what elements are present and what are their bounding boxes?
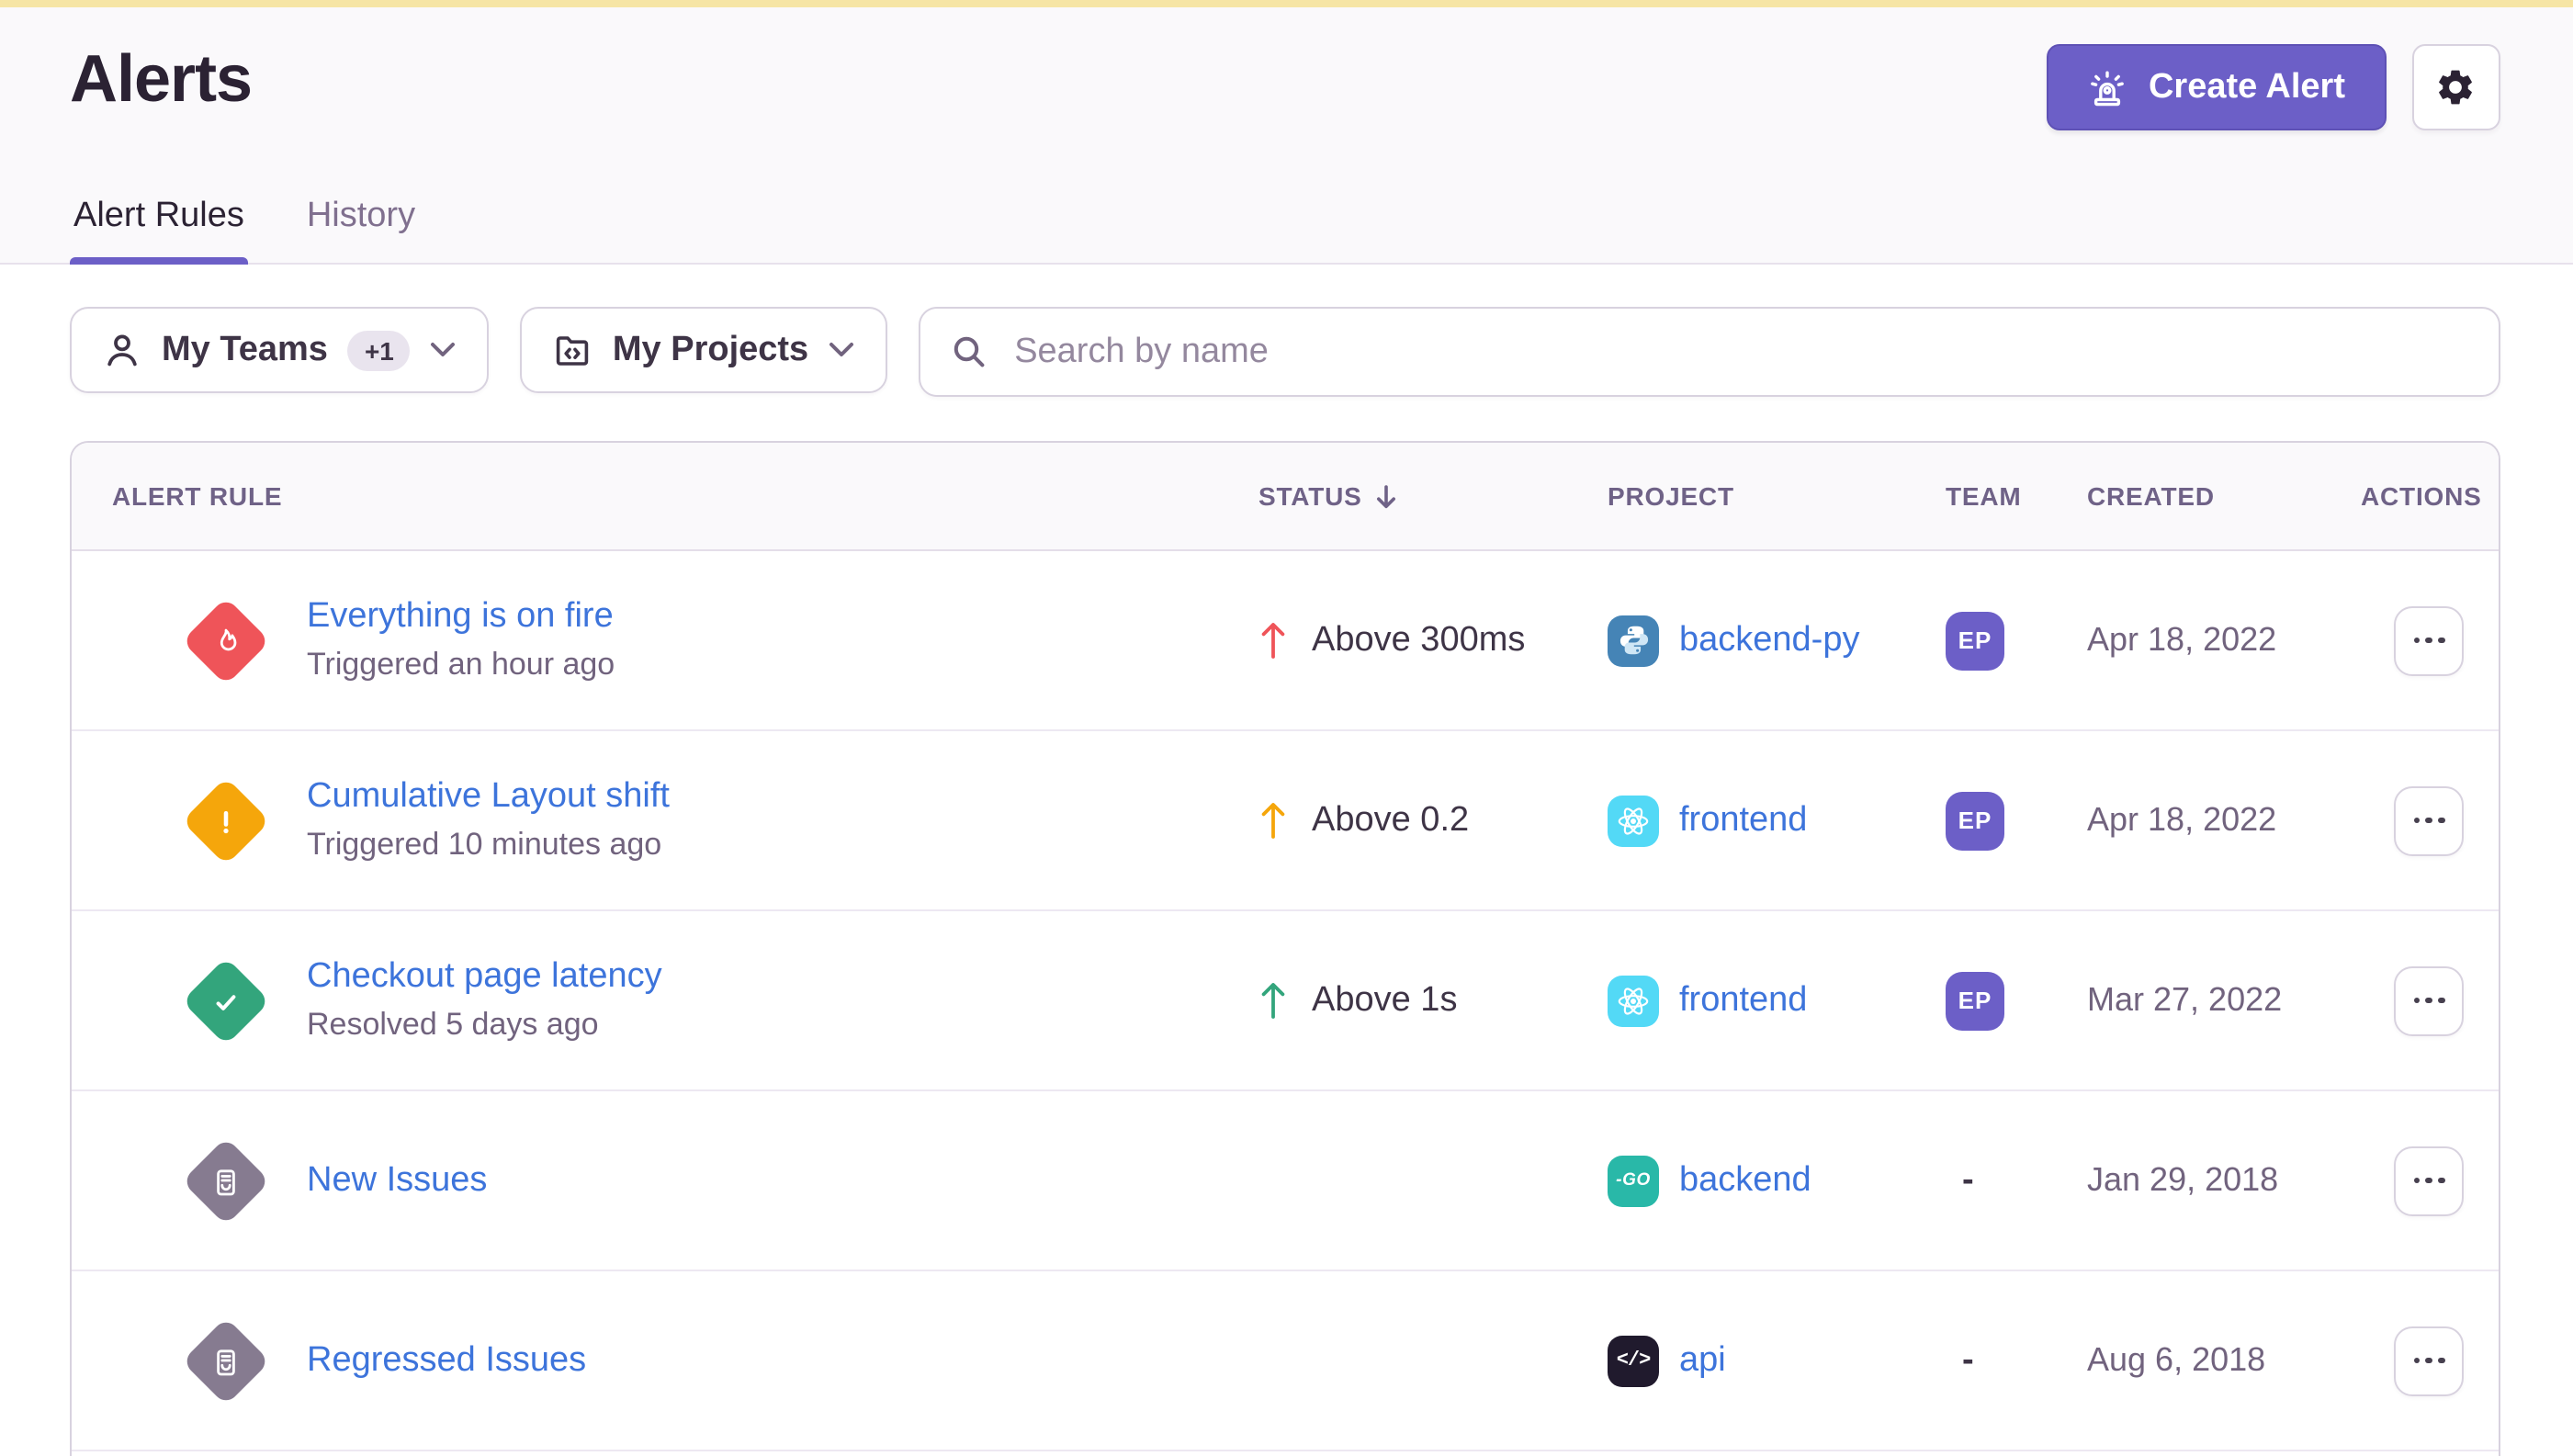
table-row[interactable]: Everything is on fire Triggered an hour … — [72, 551, 2498, 731]
code-brackets-icon: </> — [1608, 1335, 1659, 1386]
tab-history[interactable]: History — [306, 197, 416, 235]
create-alert-button[interactable]: Create Alert — [2047, 44, 2386, 130]
table-header-row: ALERT RULE STATUS PROJECT TEAM CREATED A… — [72, 443, 2498, 551]
chevron-down-icon — [829, 342, 854, 358]
teams-filter-label: My Teams — [162, 330, 328, 368]
team-avatar: EP — [1946, 791, 2004, 850]
trend-up-icon — [1258, 799, 1288, 841]
warning-icon — [181, 775, 271, 865]
team-none: - — [1962, 1160, 1974, 1199]
gear-icon — [2434, 66, 2477, 108]
python-icon — [1608, 615, 1659, 666]
alert-rule-link[interactable]: Checkout page latency — [307, 957, 662, 996]
status-threshold: Above 1s — [1312, 980, 1458, 1019]
issues-icon — [181, 1135, 271, 1225]
table-row[interactable]: Regressed Issues </> api - Aug 6, 2018 — [72, 1271, 2498, 1451]
page-header: Alerts Create Alert — [0, 7, 2573, 265]
filter-bar: My Teams +1 My Projects — [70, 307, 2500, 397]
column-header-status[interactable]: STATUS — [1258, 481, 1608, 511]
teams-filter-button[interactable]: My Teams +1 — [70, 307, 490, 393]
column-header-alert-rule: ALERT RULE — [112, 481, 283, 511]
created-date: Apr 18, 2022 — [2087, 801, 2277, 838]
alert-rule-link[interactable]: Cumulative Layout shift — [307, 777, 670, 816]
settings-button[interactable] — [2411, 44, 2500, 130]
trend-up-icon — [1258, 619, 1288, 661]
search-input[interactable] — [1010, 330, 2468, 374]
alert-rule-subtitle: Resolved 5 days ago — [307, 1007, 599, 1042]
header-actions: Create Alert — [2047, 44, 2500, 130]
react-icon — [1608, 795, 1659, 846]
create-alert-label: Create Alert — [2148, 67, 2345, 106]
react-icon — [1608, 975, 1659, 1026]
projects-filter-label: My Projects — [612, 330, 809, 368]
projects-folder-icon — [554, 331, 592, 369]
alert-rule-subtitle: Triggered an hour ago — [307, 647, 615, 682]
actions-menu-button[interactable] — [2394, 1146, 2465, 1215]
status-threshold: Above 300ms — [1312, 620, 1526, 659]
siren-icon — [2088, 67, 2128, 107]
project-link[interactable]: frontend — [1679, 800, 1808, 839]
column-header-team: TEAM — [1946, 481, 2022, 511]
alert-rule-link[interactable]: New Issues — [307, 1160, 488, 1199]
team-avatar: EP — [1946, 611, 2004, 670]
actions-menu-button[interactable] — [2394, 605, 2465, 675]
actions-menu-button[interactable] — [2394, 965, 2465, 1035]
teams-extra-count-badge: +1 — [347, 330, 411, 370]
trend-up-icon — [1258, 979, 1288, 1021]
project-link[interactable]: api — [1679, 1340, 1726, 1379]
table-row[interactable]: Cumulative Layout shift Triggered 10 min… — [72, 731, 2498, 911]
search-bar — [919, 307, 2500, 397]
project-link[interactable]: backend-py — [1679, 620, 1860, 659]
created-date: Aug 6, 2018 — [2087, 1341, 2266, 1378]
table-row[interactable]: New Issues -GO backend - Jan 29, 2018 — [72, 1091, 2498, 1271]
fire-icon — [181, 595, 271, 685]
table-row[interactable]: Checkout page latency Resolved 5 days ag… — [72, 911, 2498, 1091]
page-title: Alerts — [70, 40, 253, 116]
actions-menu-button[interactable] — [2394, 1326, 2465, 1395]
go-icon: -GO — [1608, 1155, 1659, 1206]
user-icon — [103, 331, 141, 369]
team-avatar: EP — [1946, 971, 2004, 1030]
project-link[interactable]: backend — [1679, 1160, 1811, 1199]
chevron-down-icon — [431, 342, 457, 358]
alert-rule-link[interactable]: Everything is on fire — [307, 597, 614, 636]
sort-descending-icon — [1375, 482, 1399, 510]
column-header-actions: ACTIONS — [2361, 481, 2482, 511]
created-date: Apr 18, 2022 — [2087, 621, 2277, 658]
tab-alert-rules[interactable]: Alert Rules — [70, 197, 248, 265]
table-row-partial — [72, 1451, 2498, 1456]
issues-icon — [181, 1315, 271, 1405]
projects-filter-button[interactable]: My Projects — [520, 307, 888, 393]
project-link[interactable]: frontend — [1679, 980, 1808, 1019]
alert-rules-table: ALERT RULE STATUS PROJECT TEAM CREATED A… — [70, 441, 2500, 1456]
tab-bar: Alert Rules History — [70, 197, 419, 265]
team-none: - — [1962, 1340, 1974, 1379]
actions-menu-button[interactable] — [2394, 785, 2465, 855]
created-date: Jan 29, 2018 — [2087, 1161, 2279, 1198]
created-date: Mar 27, 2022 — [2087, 981, 2283, 1018]
alert-rule-link[interactable]: Regressed Issues — [307, 1340, 587, 1379]
column-header-created: CREATED — [2087, 481, 2215, 511]
check-icon — [181, 955, 271, 1045]
alert-rule-subtitle: Triggered 10 minutes ago — [307, 827, 662, 862]
column-header-project: PROJECT — [1608, 481, 1734, 511]
top-accent-strip — [0, 0, 2573, 7]
status-threshold: Above 0.2 — [1312, 800, 1470, 839]
search-icon — [950, 333, 988, 371]
